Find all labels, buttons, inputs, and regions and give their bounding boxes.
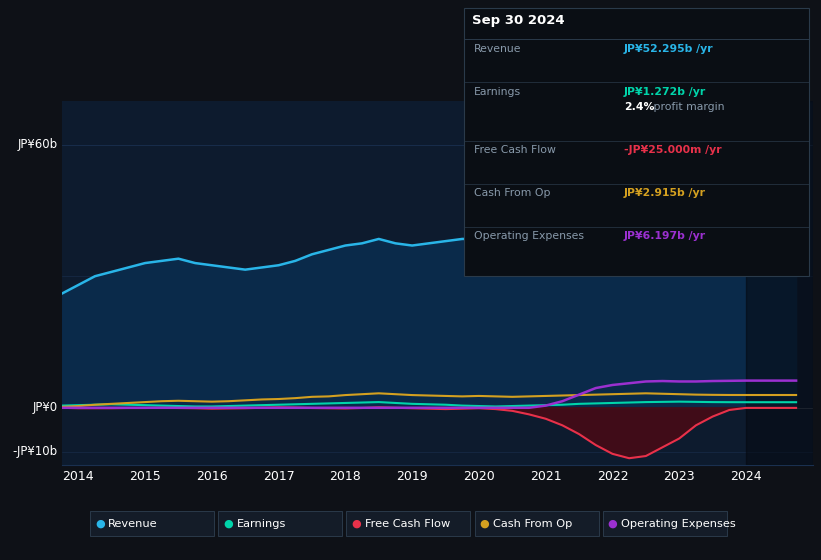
Text: Revenue: Revenue xyxy=(108,519,158,529)
Text: JP¥2.915b /yr: JP¥2.915b /yr xyxy=(624,188,706,198)
Text: Free Cash Flow: Free Cash Flow xyxy=(365,519,450,529)
Text: Cash From Op: Cash From Op xyxy=(474,188,550,198)
Text: ●: ● xyxy=(479,519,489,529)
Text: Cash From Op: Cash From Op xyxy=(493,519,572,529)
Text: Free Cash Flow: Free Cash Flow xyxy=(474,145,556,155)
Text: -JP¥10b: -JP¥10b xyxy=(12,445,57,458)
Text: JP¥6.197b /yr: JP¥6.197b /yr xyxy=(624,231,706,241)
Text: ●: ● xyxy=(95,519,105,529)
Text: Operating Expenses: Operating Expenses xyxy=(621,519,736,529)
Bar xyxy=(746,101,813,465)
Text: Earnings: Earnings xyxy=(474,87,521,97)
Text: ●: ● xyxy=(608,519,617,529)
Text: Sep 30 2024: Sep 30 2024 xyxy=(472,14,565,27)
Text: ●: ● xyxy=(223,519,233,529)
Text: JP¥52.295b /yr: JP¥52.295b /yr xyxy=(624,44,713,54)
Text: JP¥1.272b /yr: JP¥1.272b /yr xyxy=(624,87,706,97)
Text: Operating Expenses: Operating Expenses xyxy=(474,231,584,241)
Text: Revenue: Revenue xyxy=(474,44,521,54)
Text: 2.4%: 2.4% xyxy=(624,102,654,113)
Text: ●: ● xyxy=(351,519,361,529)
Text: Earnings: Earnings xyxy=(236,519,286,529)
Text: profit margin: profit margin xyxy=(650,102,725,113)
Text: JP¥0: JP¥0 xyxy=(32,402,57,414)
Text: -JP¥25.000m /yr: -JP¥25.000m /yr xyxy=(624,145,722,155)
Text: JP¥60b: JP¥60b xyxy=(17,138,57,151)
